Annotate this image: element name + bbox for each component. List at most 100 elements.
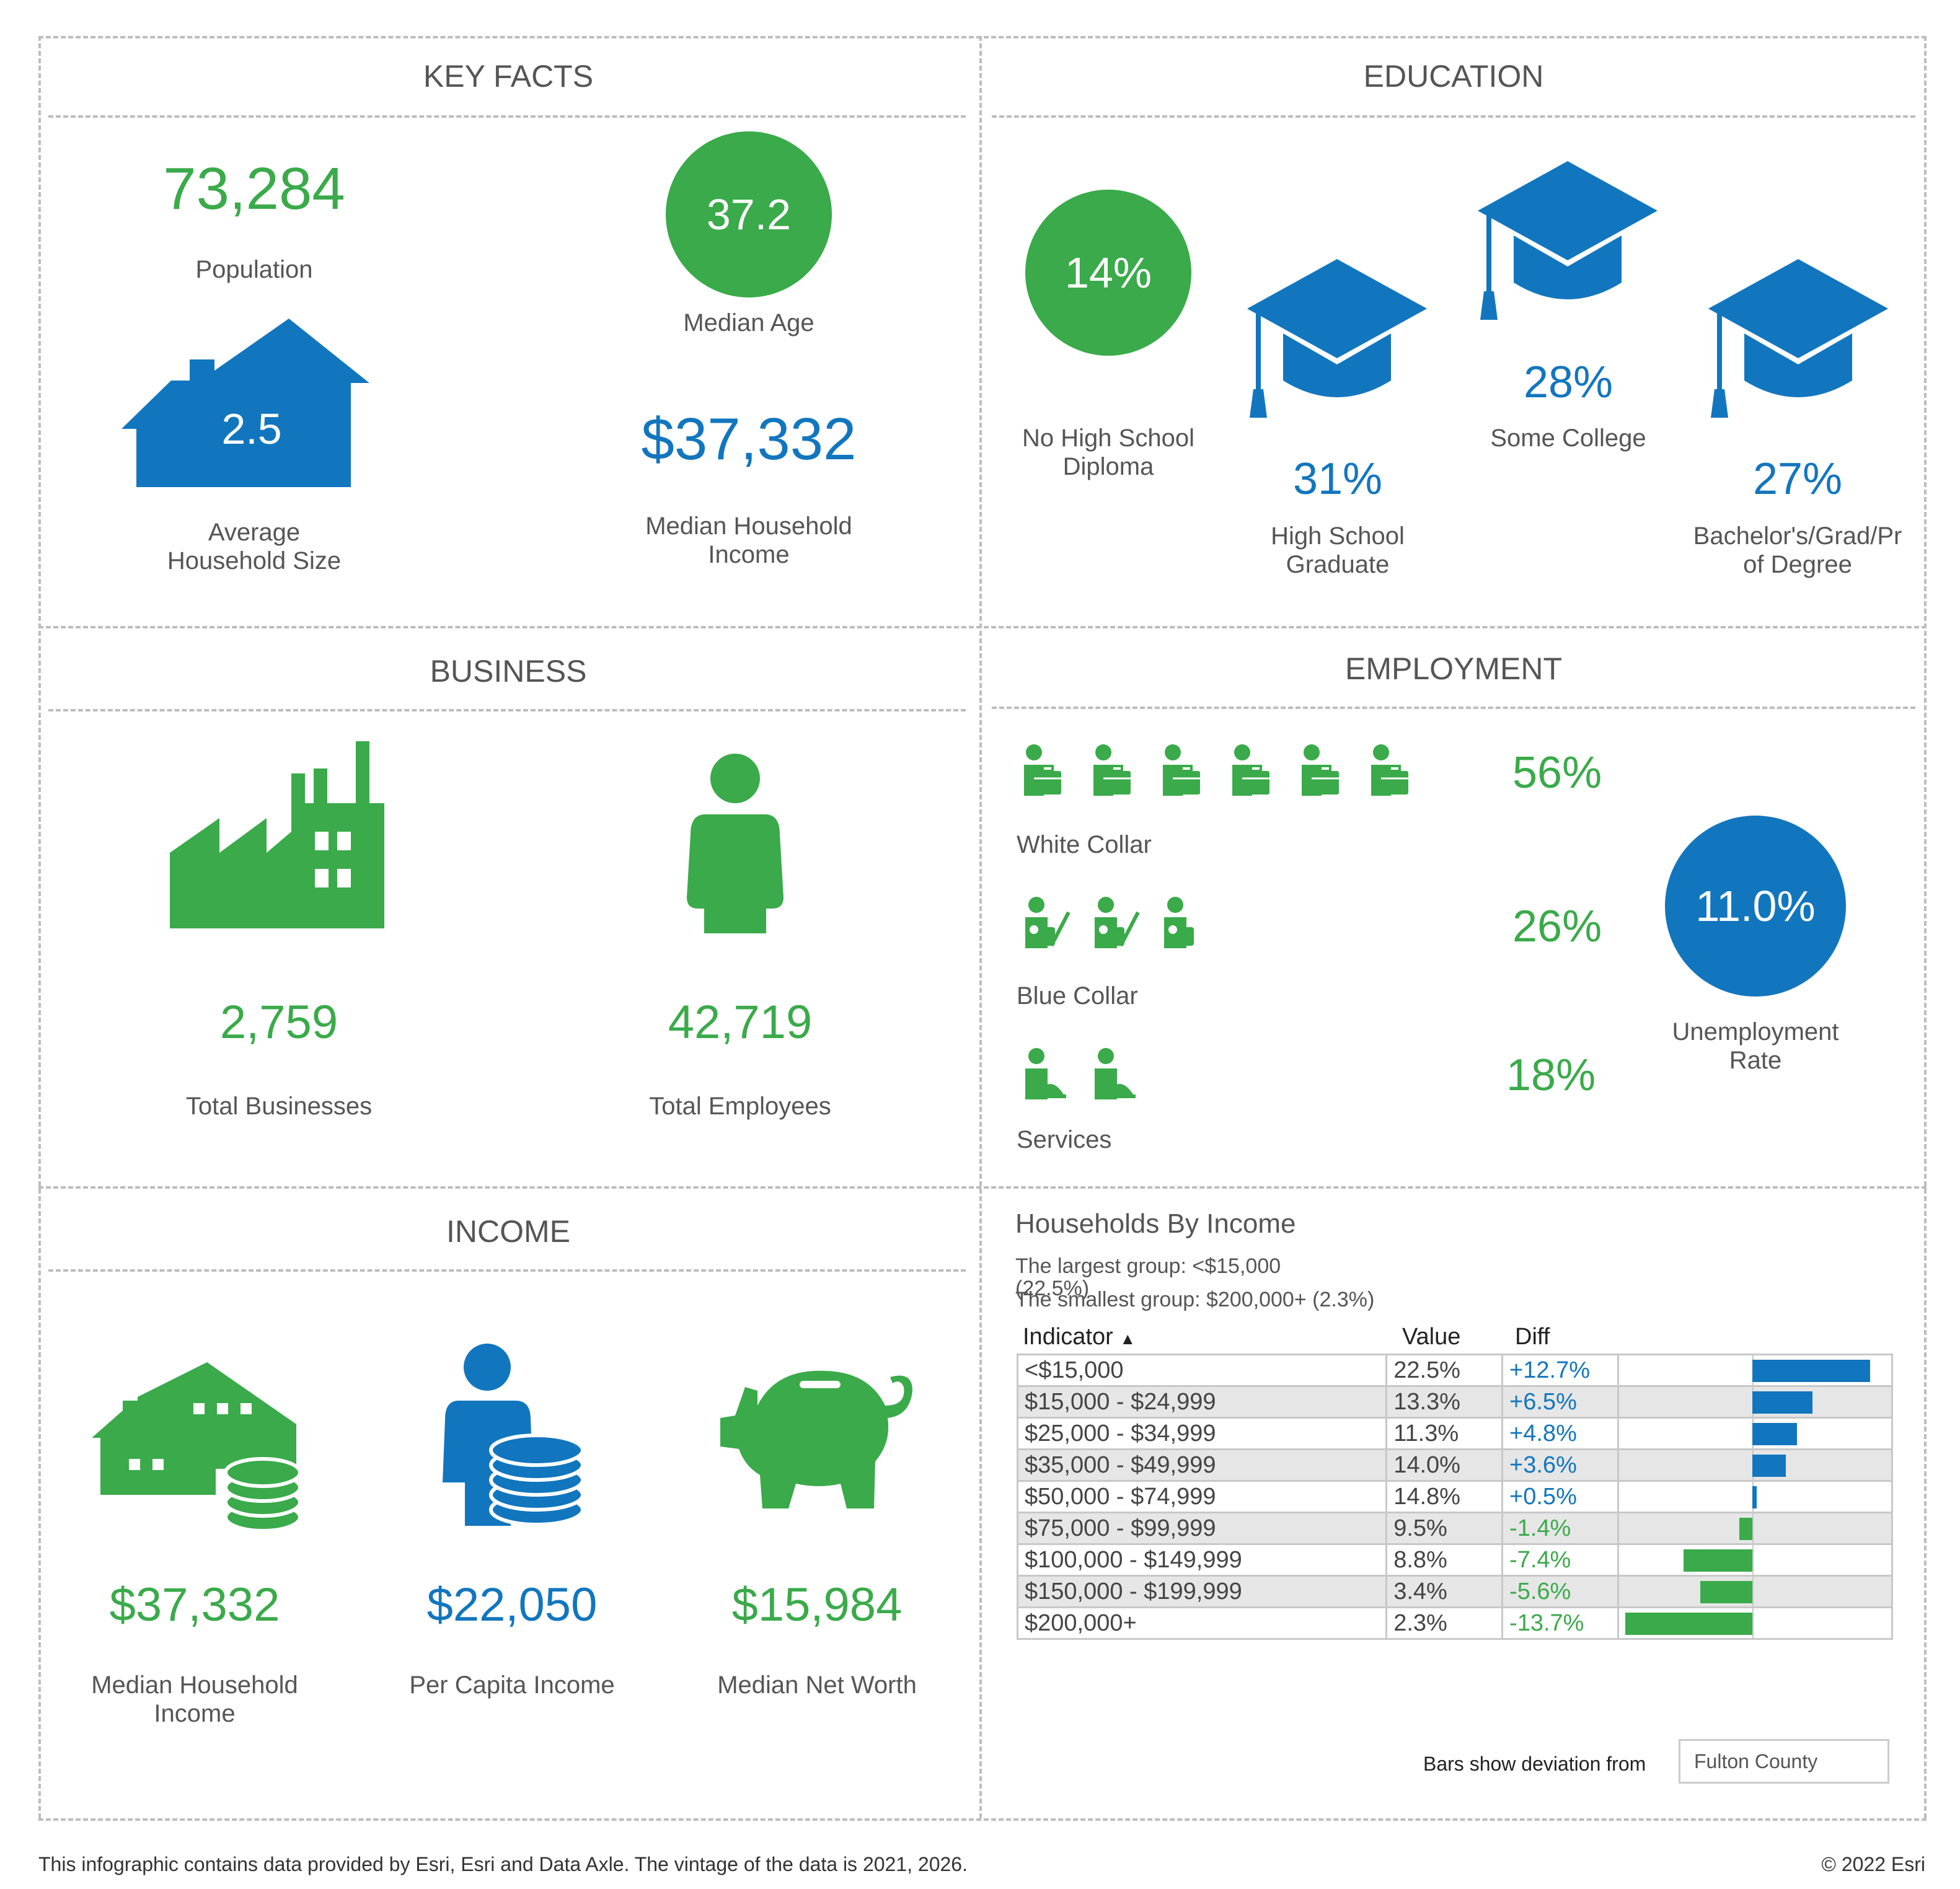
largest-group-text: The largest group: <$15,000 (1015, 1254, 1281, 1278)
indicator-cell: $35,000 - $49,999 (1016, 1448, 1388, 1482)
sort-ascending-icon[interactable]: ▲ (1119, 1329, 1136, 1348)
col-header-diff[interactable]: Diff (1515, 1324, 1550, 1350)
deviation-bar (1752, 1360, 1870, 1382)
person-icon (687, 754, 784, 933)
unemployment-value: 11.0% (1695, 882, 1816, 930)
no-hs-value: 14% (1064, 249, 1152, 297)
value-cell: 11.3% (1385, 1417, 1504, 1450)
some-college-label: Some College (1490, 425, 1646, 452)
diff-cell: +3.6% (1501, 1448, 1619, 1482)
population-value: 73,284 (163, 156, 345, 222)
frame-middle (979, 36, 982, 1818)
income-median-household-label-2: Income (154, 1700, 236, 1727)
indicator-cell: $75,000 - $99,999 (1016, 1512, 1388, 1545)
household-size-label-1: Average (208, 519, 301, 546)
white-collar-icons (1020, 744, 1417, 796)
indicator-cell: $100,000 - $149,999 (1016, 1543, 1388, 1577)
deviation-bar-cell (1617, 1575, 1894, 1608)
frame-top (38, 36, 1927, 38)
value-cell: 14.0% (1385, 1448, 1504, 1482)
net-worth-label: Median Net Worth (717, 1671, 917, 1699)
zero-line (1752, 1608, 1754, 1638)
deviation-bar (1739, 1518, 1752, 1540)
education-title-rule (992, 115, 1915, 118)
unemployment-circle: 11.0% (1665, 816, 1846, 997)
table-row[interactable]: <$15,000 22.5% +12.7% (1016, 1354, 1894, 1387)
indicator-cell: $15,000 - $24,999 (1016, 1385, 1388, 1419)
value-cell: 3.4% (1385, 1575, 1504, 1608)
bachelors-value: 27% (1752, 454, 1843, 504)
education-title: EDUCATION (1363, 59, 1544, 94)
hs-grad-label-2: Graduate (1286, 551, 1390, 578)
table-row[interactable]: $75,000 - $99,999 9.5% -1.4% (1016, 1512, 1894, 1545)
unemployment-label-2: Rate (1729, 1047, 1782, 1074)
deviation-bar (1684, 1549, 1752, 1572)
per-capita-label: Per Capita Income (409, 1671, 615, 1699)
income-median-household-value: $37,332 (109, 1579, 280, 1631)
deviation-bar-cell (1617, 1354, 1894, 1387)
value-cell: 8.8% (1385, 1543, 1504, 1577)
diff-cell: -5.6% (1501, 1575, 1619, 1608)
zero-line (1752, 1513, 1754, 1543)
value-cell: 2.3% (1385, 1606, 1504, 1640)
frame-left (38, 36, 41, 1818)
person-coins-icon (443, 1342, 585, 1526)
table-row[interactable]: $150,000 - $199,999 3.4% -5.6% (1016, 1575, 1894, 1608)
diff-cell: +6.5% (1501, 1385, 1619, 1419)
key-facts-title-rule (48, 115, 966, 118)
indicator-cell: $25,000 - $34,999 (1016, 1417, 1388, 1450)
table-row[interactable]: $15,000 - $24,999 13.3% +6.5% (1016, 1385, 1894, 1419)
blue-collar-label: Blue Collar (1017, 982, 1138, 1010)
business-title-rule (48, 709, 966, 711)
deviation-bar (1625, 1613, 1752, 1635)
household-size-label-2: Household Size (167, 547, 342, 575)
indicator-cell: $50,000 - $74,999 (1016, 1480, 1388, 1513)
smallest-group-text: The smallest group: $200,000+ (2.3%) (1015, 1288, 1375, 1311)
income-title: INCOME (446, 1214, 570, 1249)
households-title: Households By Income (1015, 1209, 1296, 1239)
employment-title-rule (992, 707, 1915, 709)
table-row[interactable]: $35,000 - $49,999 14.0% +3.6% (1016, 1448, 1894, 1482)
table-row[interactable]: $50,000 - $74,999 14.8% +0.5% (1016, 1480, 1894, 1513)
deviation-label: Bars show deviation from (1423, 1753, 1646, 1775)
graduation-cap-icon-college (1478, 161, 1658, 320)
net-worth-value: $15,984 (731, 1579, 903, 1631)
deviation-bar (1752, 1455, 1786, 1477)
table-row[interactable]: $100,000 - $149,999 8.8% -7.4% (1016, 1543, 1894, 1577)
graduation-cap-icon-bachelors (1708, 259, 1888, 418)
row2-divider (38, 1186, 1927, 1189)
deviation-select[interactable]: Fulton County (1679, 1739, 1889, 1784)
value-cell: 22.5% (1385, 1354, 1504, 1387)
col-header-value[interactable]: Value (1402, 1324, 1461, 1350)
no-hs-label-2: Diploma (1062, 453, 1154, 480)
graduation-cap-icon-hs (1247, 259, 1427, 418)
frame-right (1924, 36, 1927, 1818)
blue-collar-value: 26% (1512, 902, 1602, 951)
zero-line (1752, 1577, 1754, 1606)
key-facts-title: KEY FACTS (423, 59, 594, 94)
total-employees-label: Total Employees (649, 1093, 831, 1120)
white-collar-label: White Collar (1017, 831, 1152, 858)
deviation-bar (1752, 1486, 1757, 1508)
some-college-value: 28% (1523, 358, 1613, 407)
deviation-bar-cell (1617, 1385, 1894, 1419)
median-age-circle: 37.2 (666, 131, 832, 297)
zero-line (1752, 1545, 1754, 1575)
services-label: Services (1017, 1126, 1112, 1153)
income-table: <$15,000 22.5% +12.7% $15,000 - $24,999 13.3… (1016, 1354, 1894, 1640)
income-median-household-label-1: Median Household (91, 1671, 298, 1699)
row1-divider (38, 626, 1927, 628)
houses-coins-icon (92, 1362, 300, 1532)
no-hs-circle: 14% (1025, 190, 1191, 356)
diff-cell: +4.8% (1501, 1417, 1619, 1450)
income-title-rule (48, 1269, 966, 1272)
median-income-value: $37,332 (641, 406, 857, 472)
table-row[interactable]: $200,000+ 2.3% -13.7% (1016, 1606, 1894, 1640)
table-row[interactable]: $25,000 - $34,999 11.3% +4.8% (1016, 1417, 1894, 1450)
frame-bottom (38, 1818, 1927, 1821)
diff-cell: +0.5% (1501, 1480, 1619, 1513)
col-header-indicator[interactable]: Indicator ▲ (1023, 1324, 1136, 1350)
business-title: BUSINESS (430, 654, 587, 689)
deviation-bar-cell (1617, 1543, 1894, 1577)
per-capita-value: $22,050 (426, 1579, 598, 1631)
